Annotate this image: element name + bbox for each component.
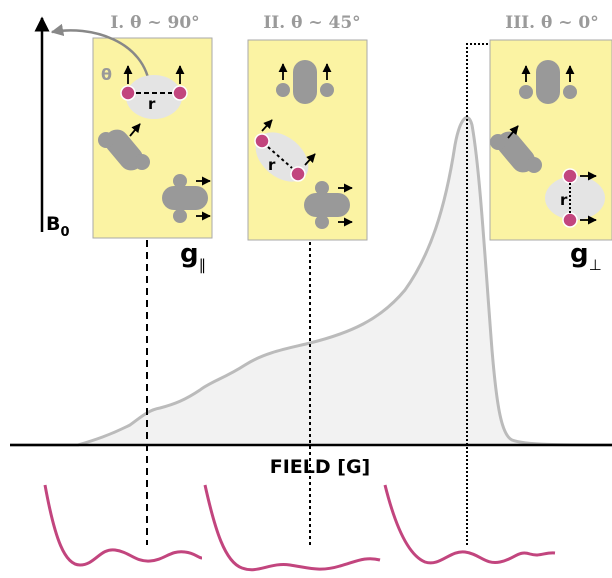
ligand — [519, 85, 533, 99]
ligand — [173, 174, 187, 188]
panel-label: r — [148, 95, 156, 113]
ligand — [315, 181, 329, 195]
molecule-core — [536, 60, 560, 104]
page: FIELD [G] B0 I. θ ~ 90° II. θ ~ 45° III.… — [0, 0, 612, 578]
g-perpendicular: g⊥ — [570, 239, 602, 274]
spin-site — [255, 134, 269, 148]
ligand — [320, 83, 334, 97]
panel-label: r — [268, 156, 276, 174]
spin-site — [563, 169, 577, 183]
derivative-traces — [45, 485, 555, 570]
ligand — [315, 215, 329, 229]
panel-title: III. θ ~ 0° — [505, 13, 598, 33]
molecule-core — [293, 60, 317, 104]
molecule-core — [162, 186, 208, 210]
panel-label: θ — [101, 65, 112, 84]
panel-title: II. θ ~ 45° — [263, 13, 360, 33]
spin-site — [563, 213, 577, 227]
b0-symbol: B — [46, 213, 60, 235]
g-parallel: g∥ — [180, 239, 206, 274]
ligand — [276, 83, 290, 97]
field-label: FIELD [G] — [270, 456, 370, 478]
panel-title: I. θ ~ 90° — [110, 13, 199, 33]
ligand — [490, 134, 506, 150]
molecule-core — [304, 193, 350, 217]
b0-subscript: 0 — [60, 225, 69, 240]
trace — [45, 485, 202, 565]
spin-site — [291, 167, 305, 181]
g-subscript: ∥ — [199, 256, 207, 274]
trace — [385, 485, 555, 563]
pair-halo — [545, 176, 605, 220]
trace — [205, 485, 380, 570]
diagram: FIELD [G] B0 I. θ ~ 90° II. θ ~ 45° III.… — [0, 0, 612, 578]
g-subscript: ⊥ — [589, 256, 602, 274]
ligand — [563, 85, 577, 99]
ligand — [173, 209, 187, 223]
ligand — [526, 157, 542, 173]
spin-site — [173, 86, 187, 100]
g-symbol: g — [570, 239, 589, 269]
ligand — [134, 154, 150, 170]
spin-site — [121, 86, 135, 100]
panel-label: r — [560, 191, 568, 209]
g-symbol: g — [180, 239, 199, 269]
ligand — [98, 132, 114, 148]
b0-label: B0 — [46, 213, 70, 240]
